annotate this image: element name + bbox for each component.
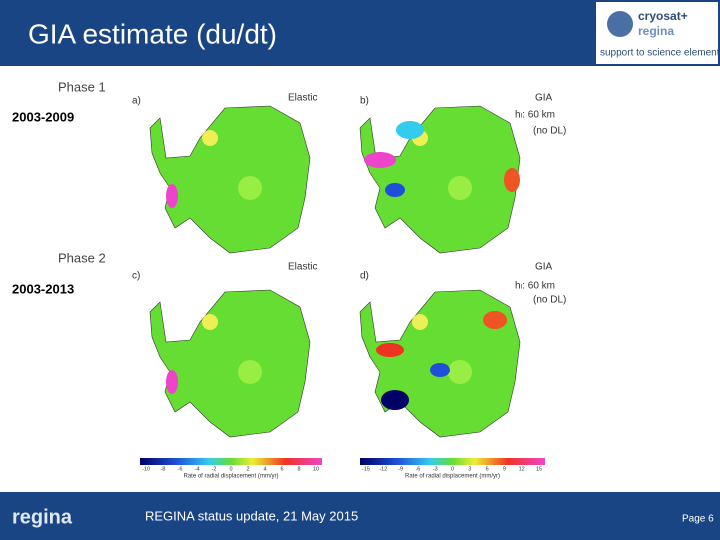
colorbar-tick: 6 xyxy=(280,466,283,472)
period-label: 2003-2013 xyxy=(12,281,74,296)
colorbar-tick: -4 xyxy=(195,466,200,472)
colorbar-tick: 9 xyxy=(503,466,506,472)
panel-label: c) xyxy=(132,271,140,282)
panel-label: a) xyxy=(132,96,141,107)
colorbar-tick: 0 xyxy=(451,466,454,472)
colorbar-tick: -3 xyxy=(433,466,438,472)
colorbar-tick: -9 xyxy=(398,466,403,472)
colorbar-tick: 4 xyxy=(263,466,266,472)
phase-label: Phase 2 xyxy=(58,250,106,265)
colorbar-tick: -2 xyxy=(212,466,217,472)
colorbar-tick: 3 xyxy=(468,466,471,472)
panel-label: d) xyxy=(360,271,369,282)
logo-tagline: support to science element xyxy=(600,48,720,59)
colorbar-label: Rate of radial displacement (mm/yr) xyxy=(405,474,500,480)
model-label: GIA xyxy=(535,262,553,273)
footer-bar xyxy=(0,492,720,540)
logo-name: cryosat+ xyxy=(638,9,688,23)
colorbar-tick: 2 xyxy=(246,466,249,472)
period-label: 2003-2009 xyxy=(12,109,74,124)
model-label: GIA xyxy=(535,93,553,104)
colorbar-tick: -6 xyxy=(178,466,183,472)
title: GIA estimate (du/dt) xyxy=(28,18,277,49)
phase-label: Phase 1 xyxy=(58,79,106,94)
colorbar-tick: 12 xyxy=(519,466,525,472)
colorbar-tick: -10 xyxy=(142,466,150,472)
colorbar-tick: -6 xyxy=(415,466,420,472)
colorbar-tick: 8 xyxy=(297,466,300,472)
footer-brand: regina xyxy=(12,506,73,528)
colorbar-tick: 15 xyxy=(536,466,542,472)
note-label: (no DL) xyxy=(533,126,566,137)
colorbar-tick: -12 xyxy=(379,466,387,472)
logo-icon xyxy=(607,11,633,37)
model-label: Elastic xyxy=(288,93,317,104)
colorbar-tick: 6 xyxy=(486,466,489,472)
param-label: hₗ: 60 km xyxy=(515,110,555,121)
panel-label: b) xyxy=(360,96,369,107)
colorbar xyxy=(360,458,545,465)
model-label: Elastic xyxy=(288,262,317,273)
colorbar xyxy=(140,458,322,465)
colorbar-tick: 10 xyxy=(313,466,319,472)
colorbar-tick: -8 xyxy=(161,466,166,472)
footer-text: REGINA status update, 21 May 2015 xyxy=(145,508,358,523)
colorbar-tick: -15 xyxy=(362,466,370,472)
note-label: (no DL) xyxy=(533,295,566,306)
page-number: Page 6 xyxy=(682,514,714,525)
colorbar-label: Rate of radial displacement (mm/yr) xyxy=(183,474,278,480)
maps xyxy=(149,105,521,438)
logo-sub: regina xyxy=(638,24,674,38)
param-label: hₗ: 60 km xyxy=(515,281,555,292)
colorbar-tick: 0 xyxy=(229,466,232,472)
